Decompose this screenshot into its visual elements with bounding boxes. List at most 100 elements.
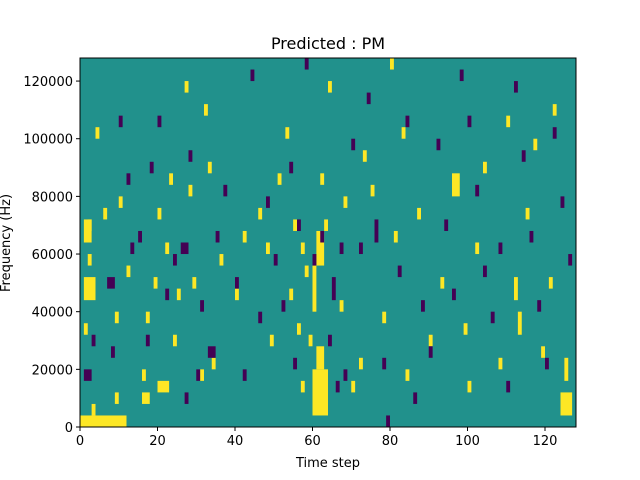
heatmap-cell [300, 242, 305, 255]
heatmap-cell [273, 254, 278, 266]
heatmap-cell [351, 380, 356, 393]
heatmap-cell [382, 311, 387, 324]
heatmap-cell [560, 392, 573, 416]
heatmap-cell [87, 219, 92, 231]
heatmap-cell [467, 115, 472, 128]
y-tick-label: 40000 [32, 306, 73, 321]
heatmap-cell [382, 357, 387, 370]
heatmap-cell [211, 357, 216, 370]
heatmap-cell [351, 138, 356, 151]
heatmap-cell [176, 288, 181, 301]
heatmap-cell [452, 288, 456, 301]
heatmap-cell [149, 161, 154, 174]
heatmap-cell [541, 346, 545, 358]
heatmap-cell [157, 115, 162, 128]
heatmap-cell [370, 184, 375, 197]
heatmap-cell [83, 369, 92, 381]
heatmap-cell [483, 161, 487, 174]
heatmap-cell [91, 334, 96, 347]
chart-title: Predicted : PM [271, 34, 385, 53]
heatmap-cell [192, 277, 197, 289]
heatmap-cell [386, 415, 390, 427]
heatmap-cell [533, 138, 538, 151]
heatmap-cell [297, 219, 301, 231]
heatmap-cell [545, 357, 549, 370]
heatmap-cell [320, 173, 325, 185]
heatmap-cell [514, 81, 518, 93]
heatmap-cell [304, 58, 309, 70]
heatmap-cell [308, 334, 313, 347]
heatmap-cell [242, 230, 247, 243]
y-axis: 0 20000 40000 60000 80000 100000 120000 [23, 75, 80, 436]
heatmap-cell [118, 115, 123, 128]
heatmap-cell [343, 196, 348, 208]
heatmap-cell [335, 380, 340, 393]
heatmap-cell [475, 184, 480, 197]
heatmap-cell [568, 254, 573, 266]
heatmap-cell [200, 369, 204, 381]
heatmap-cell [207, 161, 212, 174]
heatmap-cell [204, 104, 208, 116]
y-axis-label: Frequency (Hz) [0, 194, 14, 292]
heatmap-cell [223, 184, 228, 197]
heatmap-cell [514, 277, 518, 301]
x-tick-label: 40 [227, 434, 244, 449]
heatmap-cell [80, 415, 127, 427]
heatmap-cell [242, 369, 247, 381]
y-tick-label: 100000 [23, 133, 73, 148]
heatmap-cell [401, 127, 406, 139]
heatmap-cell [215, 230, 220, 243]
heatmap-cell [165, 288, 170, 301]
heatmap-cell [173, 254, 177, 266]
x-tick-label: 20 [149, 434, 166, 449]
heatmap-cell [552, 127, 557, 139]
heatmap-cell [277, 173, 282, 185]
heatmap-cell [405, 369, 410, 381]
heatmap-cell [328, 81, 332, 93]
heatmap-cell [289, 288, 294, 301]
heatmap-cell [459, 69, 464, 82]
y-tick-label: 20000 [32, 363, 73, 378]
heatmap-background [80, 58, 576, 427]
heatmap-cell [235, 277, 239, 289]
heatmap-cell [145, 334, 150, 347]
heatmap-cell [428, 334, 433, 347]
heatmap-cell [521, 150, 526, 162]
y-tick-label: 120000 [23, 75, 73, 90]
heatmap-cell [405, 115, 410, 128]
heatmap-cell [517, 311, 522, 335]
heatmap-cell [173, 334, 177, 347]
plot-frame [79, 57, 577, 428]
heatmap-cell [506, 115, 511, 128]
heatmap-cell [397, 265, 402, 278]
y-tick-label: 80000 [32, 190, 73, 205]
heatmap-cell [138, 230, 142, 243]
heatmap-cell [324, 219, 328, 231]
heatmap-cell [339, 300, 344, 312]
heatmap-cell [184, 392, 189, 404]
heatmap-cell [281, 300, 286, 312]
heatmap-cell [436, 138, 441, 151]
heatmap-cell [126, 173, 131, 185]
heatmap-cell [316, 346, 325, 370]
heatmap-cell [188, 184, 193, 197]
plot-area [80, 58, 576, 427]
heatmap-cell [428, 346, 433, 358]
x-tick-label: 120 [533, 434, 558, 449]
heatmap-cell [300, 380, 305, 393]
heatmap-cell [537, 300, 542, 312]
heatmap-cell [269, 334, 274, 347]
heatmap-cell [316, 230, 325, 266]
heatmap-cell [498, 357, 503, 370]
heatmap-cell [83, 323, 88, 335]
heatmap-cell [293, 219, 297, 231]
heatmap-cell [219, 254, 224, 266]
heatmap-cell [529, 230, 534, 243]
heatmap-cell [312, 369, 328, 416]
x-tick-label: 0 [76, 434, 84, 449]
heatmap-cell [366, 92, 371, 105]
heatmap-cell [180, 242, 189, 255]
heatmap-cell [196, 369, 201, 381]
x-axis: 0 20 40 60 80 100 120 [76, 427, 558, 449]
